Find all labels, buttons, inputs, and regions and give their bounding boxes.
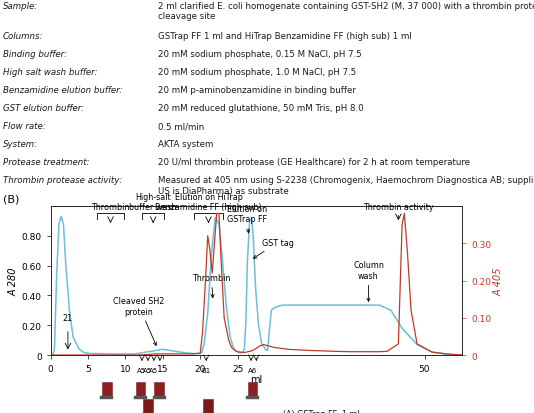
Text: Benzamidine elution buffer:: Benzamidine elution buffer: — [3, 86, 122, 95]
Text: 21: 21 — [63, 313, 73, 323]
Text: Binding buffer:: Binding buffer: — [3, 50, 67, 59]
Text: Thrombin: Thrombin — [192, 273, 231, 298]
Text: GST elution buffer:: GST elution buffer: — [3, 104, 84, 113]
Text: (A) GSTrap FF, 1 ml: (A) GSTrap FF, 1 ml — [283, 409, 360, 413]
Text: High salt wash buffer:: High salt wash buffer: — [3, 68, 97, 77]
Y-axis label: A 280: A 280 — [9, 267, 19, 295]
Text: Columns:: Columns: — [3, 32, 43, 41]
Text: A5: A5 — [150, 367, 159, 373]
Text: B1: B1 — [202, 367, 211, 373]
Text: High-salt
buffer wash: High-salt buffer wash — [129, 192, 177, 212]
Text: GSTrap FF 1 ml and HiTrap Benzamidine FF (high sub) 1 ml: GSTrap FF 1 ml and HiTrap Benzamidine FF… — [158, 32, 411, 41]
Text: 20 mM p-aminobenzamidine in binding buffer: 20 mM p-aminobenzamidine in binding buff… — [158, 86, 356, 95]
Text: 20 mM reduced glutathione, 50 mM Tris, pH 8.0: 20 mM reduced glutathione, 50 mM Tris, p… — [158, 104, 363, 113]
Text: A5: A5 — [143, 367, 153, 373]
Text: Elution on
GSTrap FF: Elution on GSTrap FF — [226, 204, 266, 233]
Text: GST tag: GST tag — [254, 238, 293, 259]
Y-axis label: A 405: A 405 — [494, 267, 504, 295]
Text: 20 mM sodium phosphate, 1.0 M NaCl, pH 7.5: 20 mM sodium phosphate, 1.0 M NaCl, pH 7… — [158, 68, 356, 77]
Text: A6: A6 — [248, 367, 257, 373]
Text: Thrombin: Thrombin — [91, 203, 130, 212]
Text: Flow rate:: Flow rate: — [3, 122, 45, 131]
Text: Thrombin activity: Thrombin activity — [363, 203, 434, 212]
Text: 2 ml clarified E. coli homogenate containing GST-SH2 (M, 37 000) with a thrombin: 2 ml clarified E. coli homogenate contai… — [158, 2, 534, 21]
Text: Protease treatment:: Protease treatment: — [3, 158, 89, 167]
Text: (B): (B) — [3, 195, 19, 204]
Text: 0.5 ml/min: 0.5 ml/min — [158, 122, 204, 131]
Text: Column
wash: Column wash — [353, 261, 384, 301]
Text: A5: A5 — [137, 367, 146, 373]
X-axis label: ml: ml — [250, 375, 262, 385]
Text: Sample:: Sample: — [3, 2, 38, 11]
Text: Cleaved SH2
protein: Cleaved SH2 protein — [113, 297, 164, 346]
Text: Elution on HiTrap
Benzamidine FF (high sub): Elution on HiTrap Benzamidine FF (high s… — [155, 192, 262, 212]
Text: Measured at 405 nm using S-2238 (Chromogenix, Haemochrom Diagnostica AB; supplie: Measured at 405 nm using S-2238 (Chromog… — [158, 176, 534, 195]
Text: 20 U/ml thrombin protease (GE Healthcare) for 2 h at room temperature: 20 U/ml thrombin protease (GE Healthcare… — [158, 158, 469, 167]
Text: AKTA system: AKTA system — [158, 140, 213, 149]
Text: Thrombin protease activity:: Thrombin protease activity: — [3, 176, 122, 185]
Text: System:: System: — [3, 140, 38, 149]
Text: 20 mM sodium phosphate, 0.15 M NaCl, pH 7.5: 20 mM sodium phosphate, 0.15 M NaCl, pH … — [158, 50, 362, 59]
